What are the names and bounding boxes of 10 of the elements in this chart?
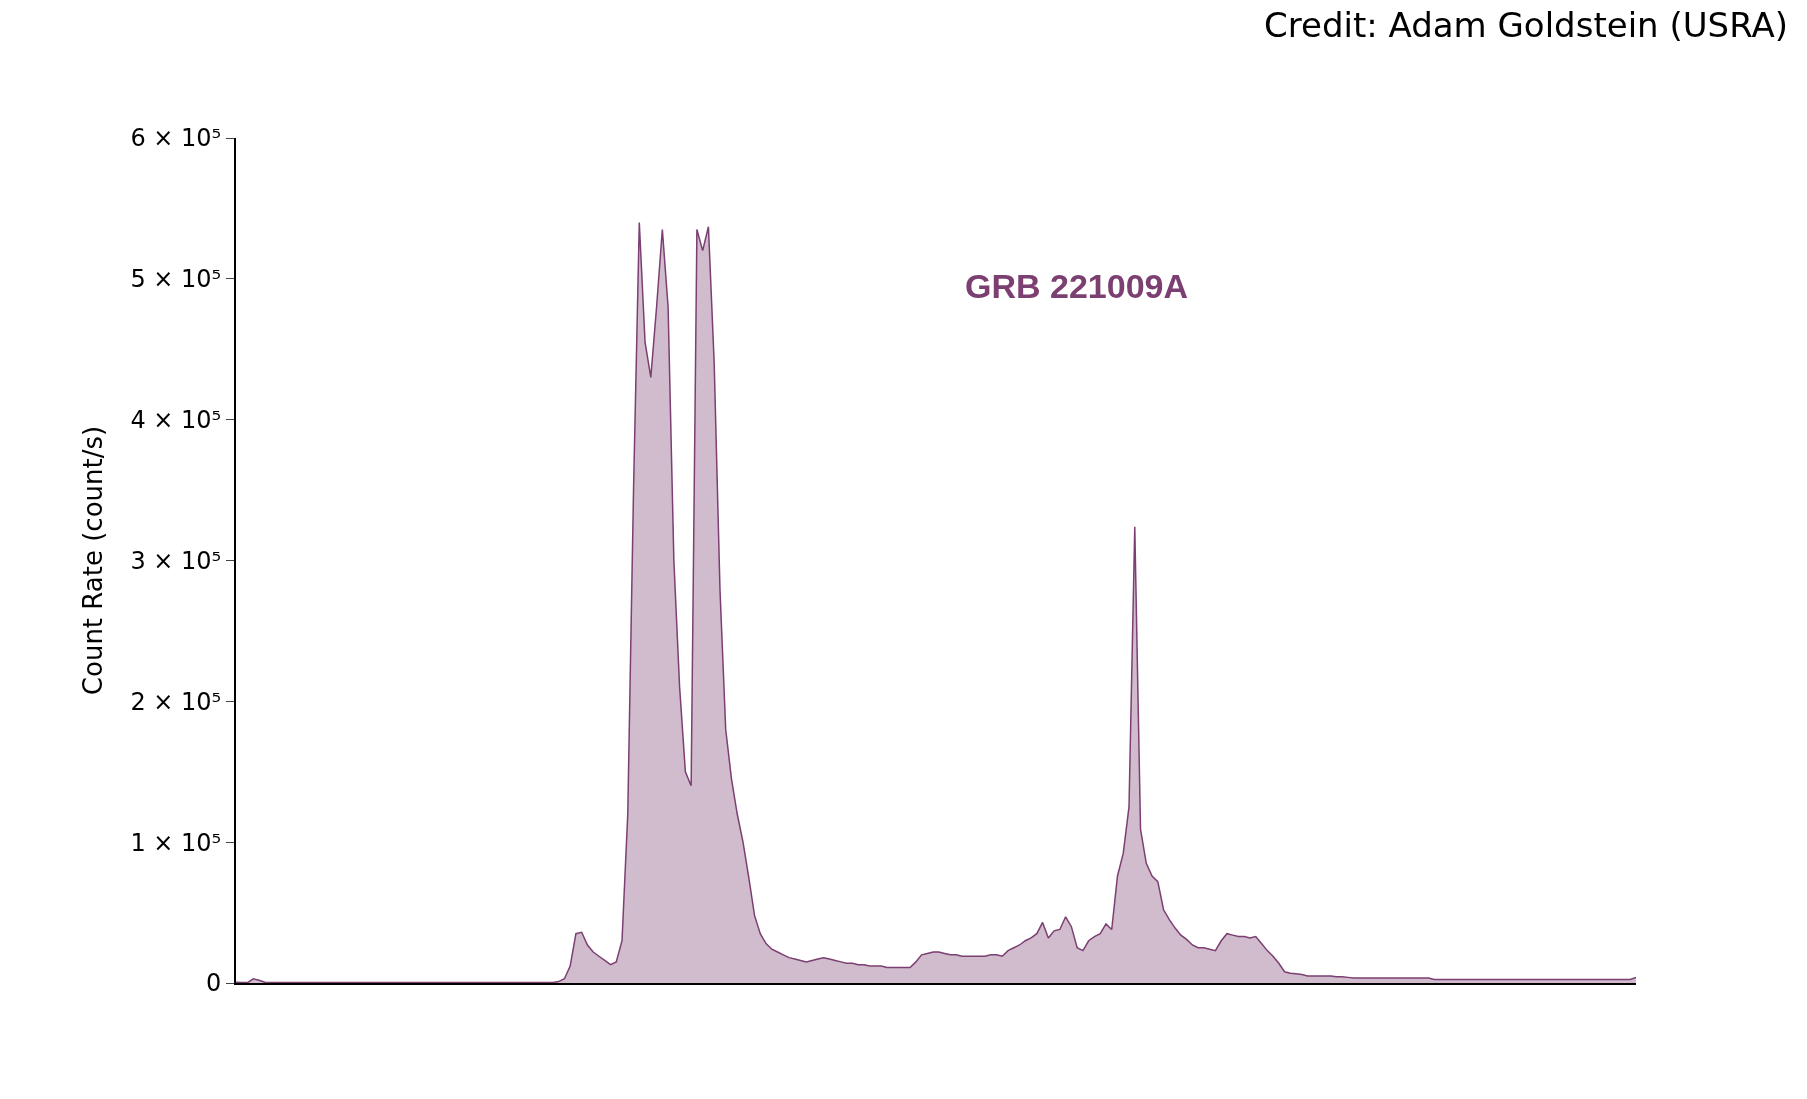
y-tick-label: 4 × 10⁵ <box>130 406 222 435</box>
y-tick-label: 1 × 10⁵ <box>130 828 222 857</box>
y-tick-label: 6 × 10⁵ <box>130 124 222 153</box>
y-tick-label: 0 <box>205 969 222 998</box>
y-axis-title: Count Rate (count/s) <box>78 425 109 696</box>
y-tick-label: 5 × 10⁵ <box>130 265 222 294</box>
text: Credit: Adam Goldstein (USRA) <box>1264 5 1788 45</box>
y-tick-label: 2 × 10⁵ <box>130 687 222 716</box>
y-tick-label: 3 × 10⁵ <box>130 546 222 575</box>
annotation: GRB 221009A <box>965 267 1189 305</box>
